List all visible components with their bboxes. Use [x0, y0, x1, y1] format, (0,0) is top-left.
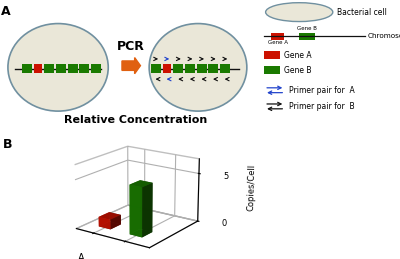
Text: Chromosome: Chromosome: [368, 33, 400, 39]
Bar: [299, 33, 314, 40]
Bar: [185, 64, 195, 73]
Title: Relative Concentration: Relative Concentration: [64, 115, 208, 125]
Bar: [68, 64, 78, 73]
Ellipse shape: [8, 24, 108, 111]
Text: Gene B: Gene B: [284, 66, 311, 75]
Bar: [80, 64, 90, 73]
Bar: [220, 64, 230, 73]
Bar: [34, 64, 42, 73]
Text: A: A: [1, 5, 11, 18]
Bar: [22, 64, 32, 73]
Text: Gene B: Gene B: [297, 26, 317, 31]
Bar: [264, 51, 280, 59]
Ellipse shape: [149, 24, 247, 111]
Bar: [56, 64, 66, 73]
Bar: [271, 33, 284, 40]
FancyArrow shape: [122, 57, 140, 74]
Text: PCR: PCR: [117, 40, 145, 53]
Text: Gene A: Gene A: [284, 51, 312, 60]
Bar: [151, 64, 161, 73]
Text: Gene A: Gene A: [268, 40, 288, 45]
Text: B: B: [2, 138, 12, 151]
Bar: [163, 64, 171, 73]
Text: Primer pair for  B: Primer pair for B: [289, 102, 355, 111]
Text: Primer pair for  A: Primer pair for A: [289, 86, 355, 95]
Bar: [174, 64, 184, 73]
Bar: [264, 66, 280, 74]
Bar: [91, 64, 101, 73]
Bar: [208, 64, 218, 73]
Text: Bacterial cell: Bacterial cell: [337, 8, 387, 17]
Bar: [44, 64, 54, 73]
Ellipse shape: [266, 3, 333, 21]
Bar: [197, 64, 207, 73]
